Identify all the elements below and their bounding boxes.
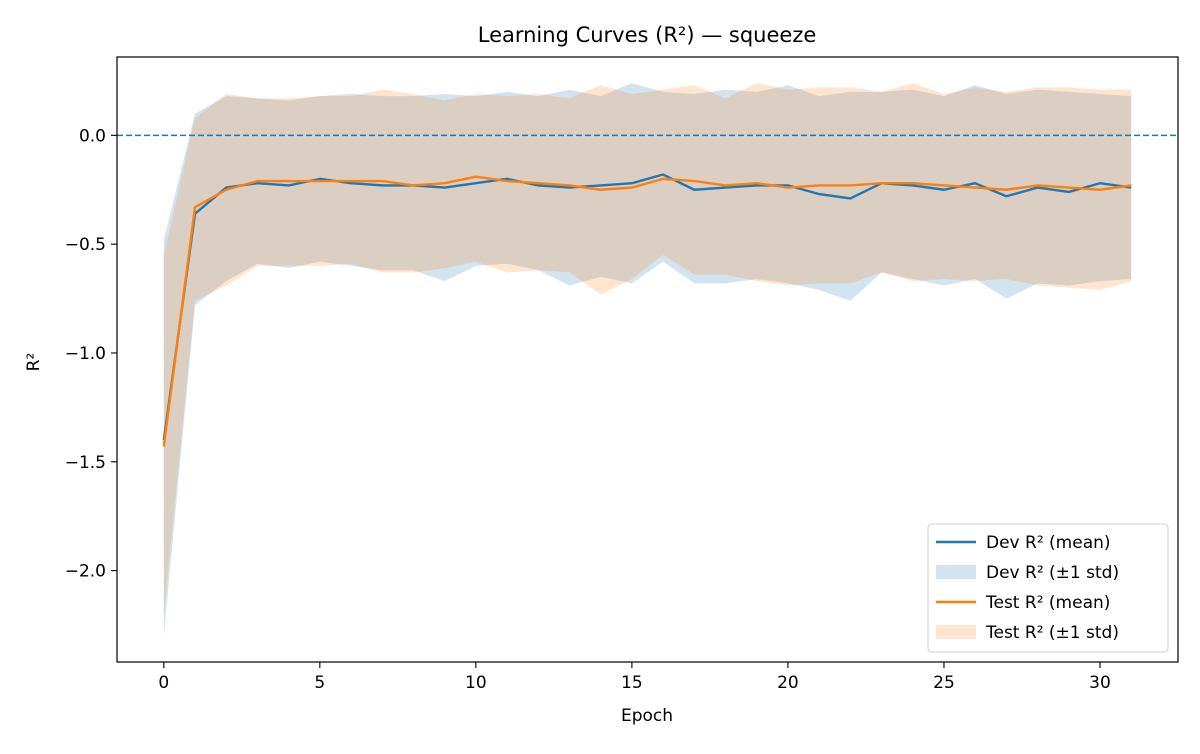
y-tick-label: −1.5 [65,453,106,473]
y-tick-label: −1.0 [65,344,106,364]
legend-swatch-dev-std [936,565,976,579]
x-tick-label: 0 [158,673,169,693]
legend-label-test-mean: Test R² (mean) [985,593,1110,613]
x-tick-label: 20 [777,673,799,693]
x-tick-label: 25 [933,673,955,693]
plot-frame [116,56,1179,663]
x-axis-label: Epoch [621,706,673,726]
legend-box [927,523,1169,653]
legend-swatch-test-std [936,625,976,639]
legend-label-test-std: Test R² (±1 std) [985,623,1119,643]
band-dev-std [163,83,1132,636]
band-test-std [163,83,1132,615]
y-tick-label: 0.0 [79,126,106,146]
x-tick-label: 15 [621,673,643,693]
y-axis-label: R² [24,353,44,372]
line-dev-mean [162,173,1132,441]
line-test-mean [162,175,1132,447]
y-tick-label: −0.5 [65,235,106,255]
plot-series-group [117,83,1178,636]
y-tick-label: −2.0 [65,562,106,582]
legend: Dev R² (mean) Dev R² (±1 std) Test R² (mea… [927,523,1169,653]
x-tick-label: 10 [465,673,487,693]
x-tick-label: 30 [1089,673,1111,693]
x-tick-label: 5 [314,673,325,693]
legend-label-dev-std: Dev R² (±1 std) [986,563,1119,583]
axes: 0 5 10 15 20 25 30 0.0 −0.5 −1.0 −1.5 −2.0 [65,126,1111,693]
chart-title: Learning Curves (R²) — squeeze [478,23,817,47]
plot-area [117,83,1178,636]
legend-label-dev-mean: Dev R² (mean) [986,533,1111,553]
